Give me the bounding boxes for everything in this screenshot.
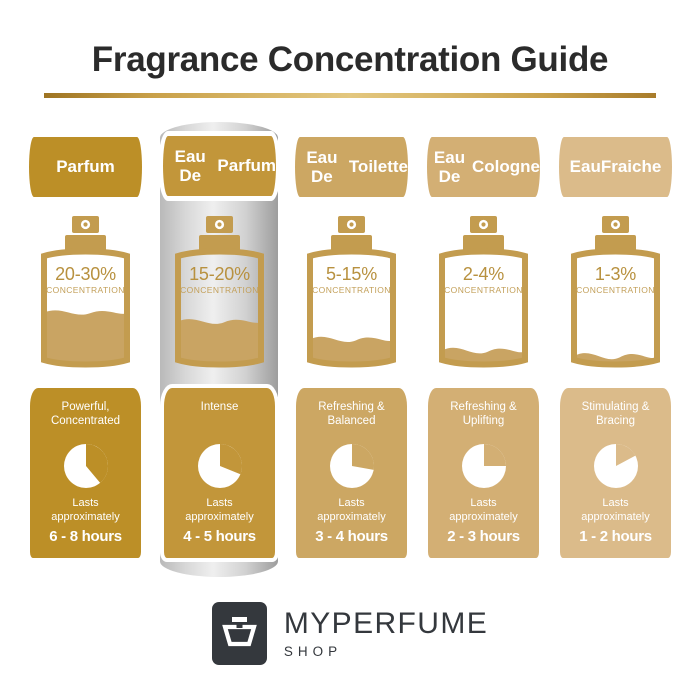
column-header-chip[interactable]: Eau De Cologne — [427, 137, 540, 197]
title-divider — [44, 93, 656, 98]
logo-subtitle: SHOP — [283, 643, 343, 659]
longevity-pie-chart — [560, 442, 671, 490]
longevity-pie-chart — [296, 442, 407, 490]
column-name-line: Parfum — [217, 156, 276, 176]
longevity-pie-chart — [164, 442, 275, 490]
duration-card[interactable]: Refreshing & Balanced Lasts approximately 3… — [296, 388, 407, 558]
character-description: Powerful, Concentrated — [50, 401, 121, 428]
lasts-label: Lasts approximately — [449, 497, 518, 524]
column-name-line: Eau De — [174, 146, 206, 185]
page-title: Fragrance Concentration Guide — [91, 40, 609, 79]
duration-value: 3 - 4 hours — [315, 528, 388, 545]
perfume-bottle-icon: 15-20% CONCENTRATION — [168, 216, 271, 368]
column-name-line: Fraiche — [600, 157, 662, 177]
duration-value: 1 - 2 hours — [579, 528, 652, 545]
perfume-basket-icon — [211, 602, 267, 665]
character-description: Stimulating & Bracing — [581, 401, 650, 428]
perfume-bottle-icon: 2-4% CONCENTRATION — [432, 216, 535, 368]
lasts-label: Lasts approximately — [51, 497, 120, 524]
brand-logo: MYPERFUME SHOP — [0, 602, 700, 665]
column-header-chip[interactable]: Eau Fraiche — [559, 137, 672, 197]
column-name-line: Eau — [569, 157, 601, 177]
duration-value: 4 - 5 hours — [183, 528, 256, 545]
logo-name: MYPERFUME — [283, 606, 489, 640]
character-description: Refreshing & Balanced — [318, 401, 385, 428]
lasts-label: Lasts approximately — [185, 497, 254, 524]
column-header-chip[interactable]: Eau De Toilette — [295, 137, 408, 197]
lasts-label: Lasts approximately — [317, 497, 386, 524]
perfume-bottle-icon: 1-3% CONCENTRATION — [564, 216, 667, 368]
perfume-bottle-icon: 20-30% CONCENTRATION — [34, 216, 137, 368]
longevity-pie-chart — [428, 442, 539, 490]
column-header-chip[interactable]: Eau De Parfum — [163, 136, 276, 196]
column-name-line: Eau De — [433, 147, 466, 186]
lasts-label: Lasts approximately — [581, 497, 650, 524]
column-name-line: Toilette — [348, 157, 408, 177]
longevity-pie-chart — [30, 442, 141, 490]
character-description: Intense — [200, 401, 239, 413]
duration-card[interactable]: Powerful, Concentrated Lasts approximately… — [30, 388, 141, 558]
perfume-bottle-icon: 5-15% CONCENTRATION — [300, 216, 403, 368]
column-name-line: Cologne — [472, 157, 540, 177]
duration-value: 2 - 3 hours — [447, 528, 520, 545]
duration-card[interactable]: Refreshing & Uplifting Lasts approximately… — [428, 388, 539, 558]
column-name-line: Eau De — [306, 147, 338, 186]
character-description: Refreshing & Uplifting — [450, 401, 517, 428]
duration-card[interactable]: Stimulating & Bracing Lasts approximately 1… — [560, 388, 671, 558]
duration-value: 6 - 8 hours — [49, 528, 122, 545]
column-header-chip[interactable]: Parfum — [29, 137, 142, 197]
duration-card[interactable]: Intense Lasts approximately 4 - 5 hours — [164, 388, 275, 558]
column-name-line: Parfum — [56, 157, 115, 177]
